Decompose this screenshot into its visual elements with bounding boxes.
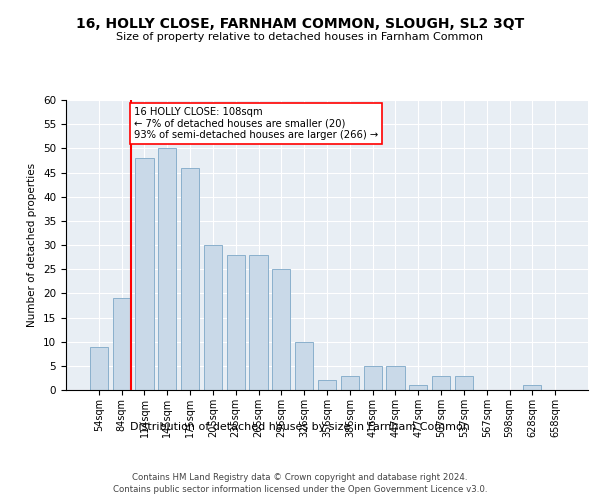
Bar: [341, 376, 359, 390]
Bar: [432, 376, 450, 390]
Bar: [113, 298, 131, 390]
Text: Contains HM Land Registry data © Crown copyright and database right 2024.: Contains HM Land Registry data © Crown c…: [132, 472, 468, 482]
Bar: [204, 245, 222, 390]
Y-axis label: Number of detached properties: Number of detached properties: [28, 163, 37, 327]
Text: Distribution of detached houses by size in Farnham Common: Distribution of detached houses by size …: [130, 422, 470, 432]
Bar: [523, 385, 541, 390]
Bar: [250, 254, 268, 390]
Bar: [455, 376, 473, 390]
Bar: [272, 269, 290, 390]
Bar: [158, 148, 176, 390]
Text: 16 HOLLY CLOSE: 108sqm
← 7% of detached houses are smaller (20)
93% of semi-deta: 16 HOLLY CLOSE: 108sqm ← 7% of detached …: [134, 108, 379, 140]
Text: 16, HOLLY CLOSE, FARNHAM COMMON, SLOUGH, SL2 3QT: 16, HOLLY CLOSE, FARNHAM COMMON, SLOUGH,…: [76, 18, 524, 32]
Bar: [90, 346, 108, 390]
Bar: [295, 342, 313, 390]
Bar: [181, 168, 199, 390]
Bar: [136, 158, 154, 390]
Bar: [409, 385, 427, 390]
Text: Size of property relative to detached houses in Farnham Common: Size of property relative to detached ho…: [116, 32, 484, 42]
Bar: [227, 254, 245, 390]
Bar: [364, 366, 382, 390]
Text: Contains public sector information licensed under the Open Government Licence v3: Contains public sector information licen…: [113, 485, 487, 494]
Bar: [386, 366, 404, 390]
Bar: [318, 380, 336, 390]
